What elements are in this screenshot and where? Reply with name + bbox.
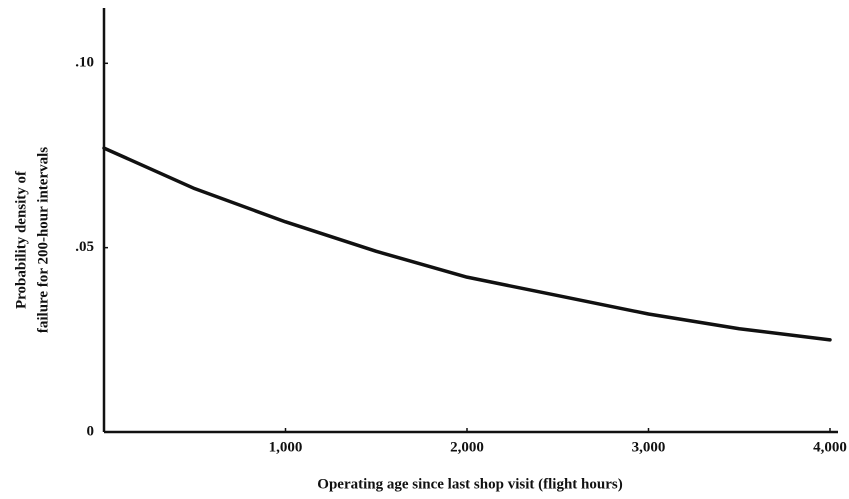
- x-tick-label: 1,000: [269, 439, 303, 455]
- x-tick-label: 4,000: [813, 439, 847, 455]
- x-tick-label: 3,000: [632, 439, 666, 455]
- y-tick-label: .05: [75, 239, 94, 255]
- x-tick-label: 2,000: [450, 439, 484, 455]
- y-axis-label: Probability density of: [13, 170, 29, 309]
- x-axis-label: Operating age since last shop visit (fli…: [317, 476, 622, 492]
- y-axis-label: failure for 200-hour intervals: [35, 147, 51, 333]
- y-tick-label: .10: [75, 55, 94, 71]
- y-tick-label: 0: [87, 423, 95, 439]
- data-line: [102, 146, 832, 342]
